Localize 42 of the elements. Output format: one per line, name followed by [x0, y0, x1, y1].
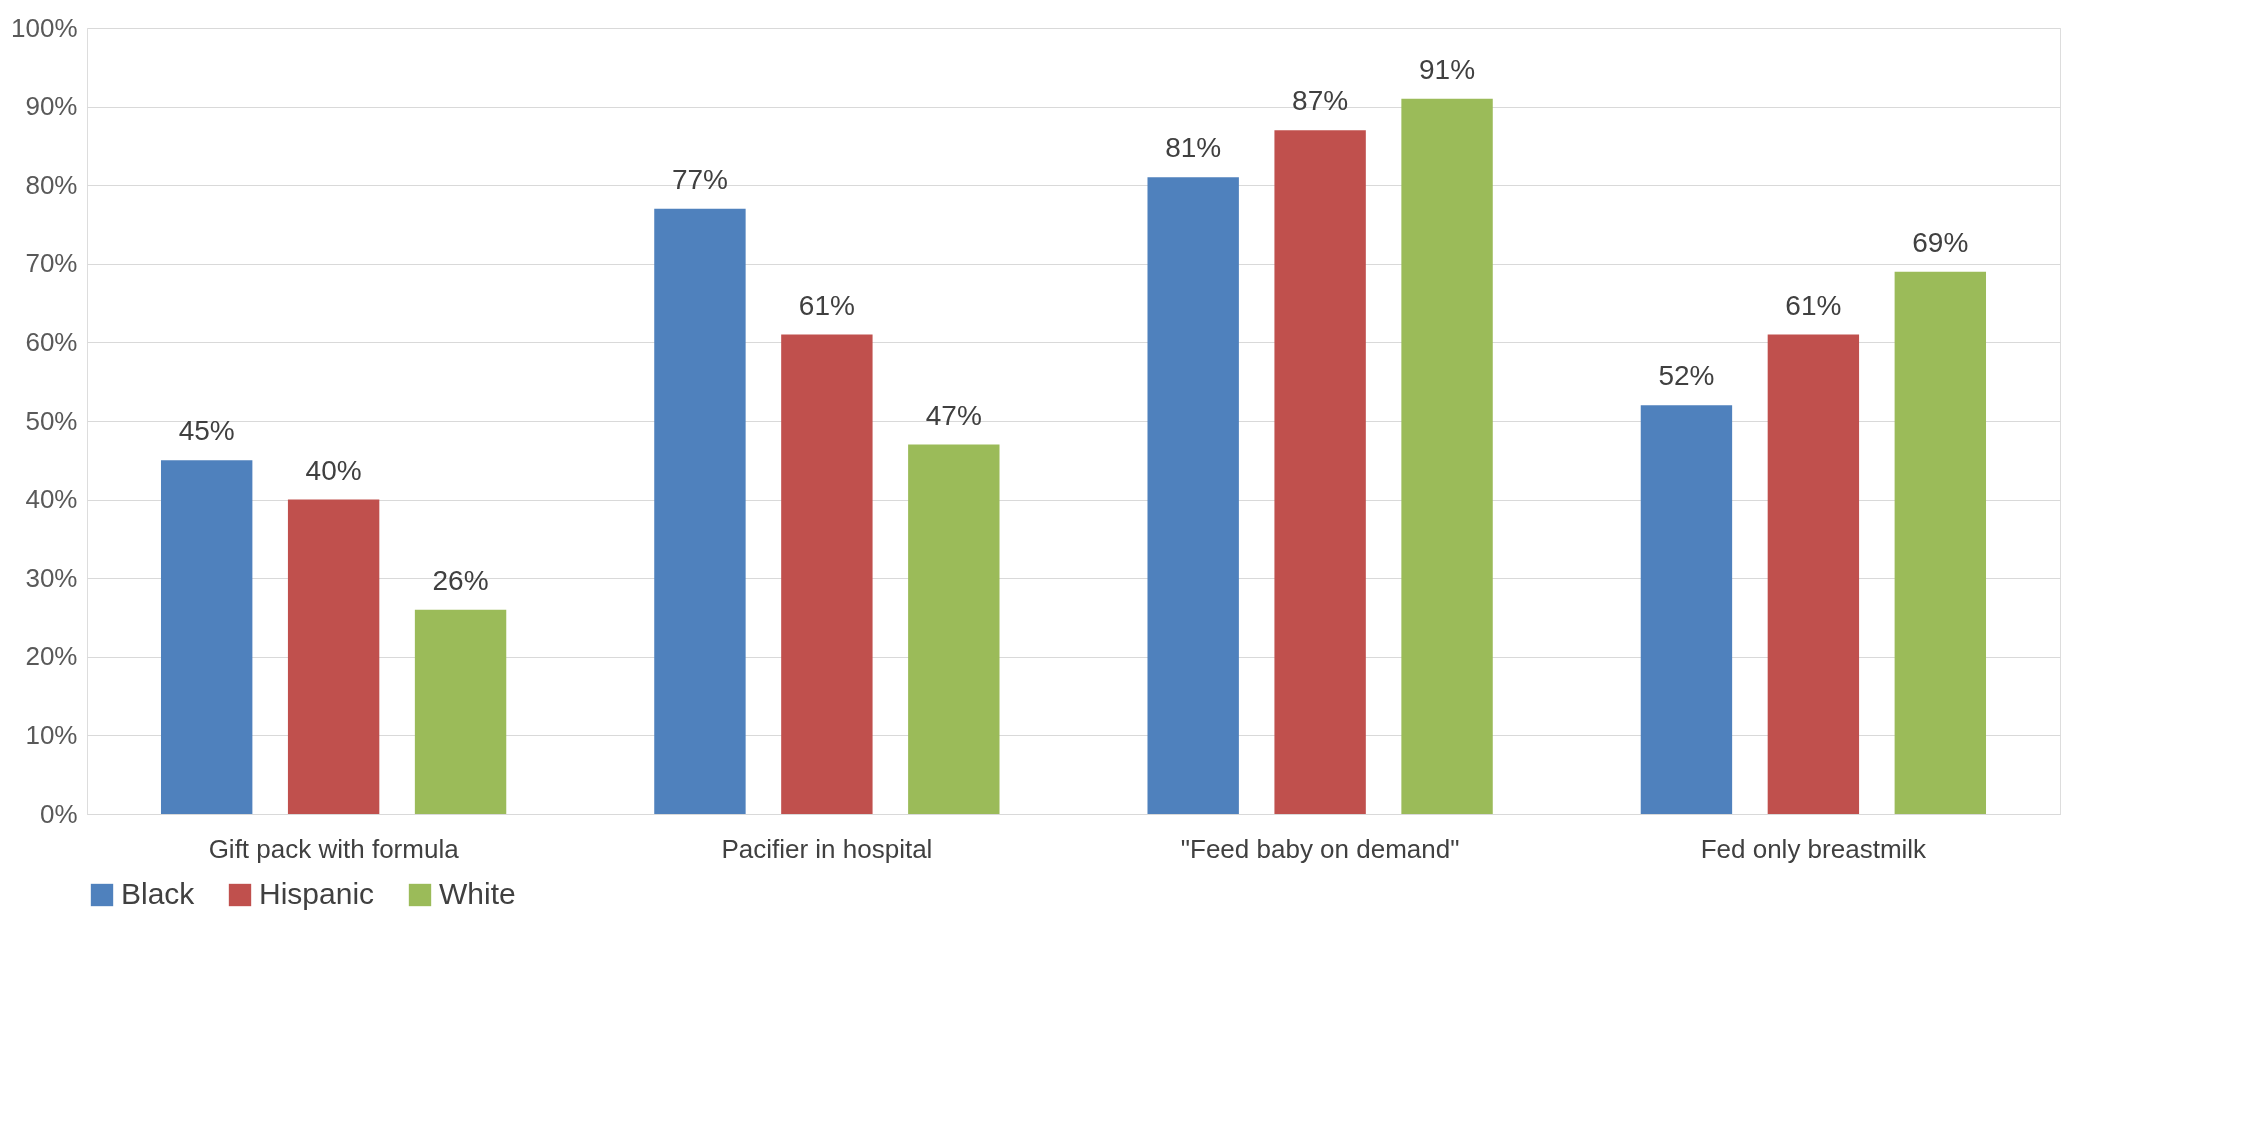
bar	[1147, 177, 1239, 814]
x-tick-label: Pacifier in hospital	[721, 833, 933, 864]
y-tick-label: 100%	[11, 12, 78, 43]
x-tick-label: Fed only breastmilk	[1700, 833, 1928, 864]
y-tick-label: 0%	[39, 798, 78, 829]
bar	[1894, 271, 1987, 814]
bar	[781, 334, 873, 814]
x-tick-label: Gift pack with formula	[208, 833, 460, 864]
bar	[1401, 98, 1493, 814]
bar	[1767, 334, 1860, 814]
data-label: 69%	[1912, 226, 1969, 258]
x-tick-label: "Feed baby on demand"	[1180, 833, 1460, 864]
data-label: 26%	[432, 564, 489, 596]
y-tick-label: 60%	[25, 326, 78, 357]
bar	[908, 444, 1000, 814]
bar	[160, 460, 253, 814]
legend-label: Hispanic	[259, 877, 375, 910]
bar	[414, 609, 507, 814]
data-label: 87%	[1292, 85, 1349, 117]
y-tick-label: 30%	[25, 562, 78, 593]
y-tick-label: 10%	[25, 719, 78, 750]
data-label: 77%	[671, 163, 728, 195]
legend-label: Black	[121, 877, 196, 910]
y-tick-label: 40%	[25, 484, 78, 515]
bar	[1640, 405, 1733, 814]
y-tick-label: 80%	[25, 169, 78, 200]
data-label: 61%	[1785, 289, 1842, 321]
y-tick-label: 50%	[25, 405, 78, 436]
y-tick-label: 70%	[25, 248, 78, 279]
data-label: 47%	[925, 399, 982, 431]
data-label: 40%	[305, 454, 362, 486]
data-label: 91%	[1419, 53, 1476, 85]
data-label: 45%	[178, 415, 235, 447]
y-tick-label: 20%	[25, 641, 78, 672]
legend-label: White	[439, 877, 516, 910]
data-label: 81%	[1165, 132, 1222, 164]
data-label: 61%	[798, 289, 855, 321]
bar	[1274, 130, 1366, 814]
bar	[287, 499, 380, 814]
data-label: 52%	[1658, 360, 1715, 392]
y-tick-label: 90%	[25, 91, 78, 122]
bar	[654, 208, 746, 814]
